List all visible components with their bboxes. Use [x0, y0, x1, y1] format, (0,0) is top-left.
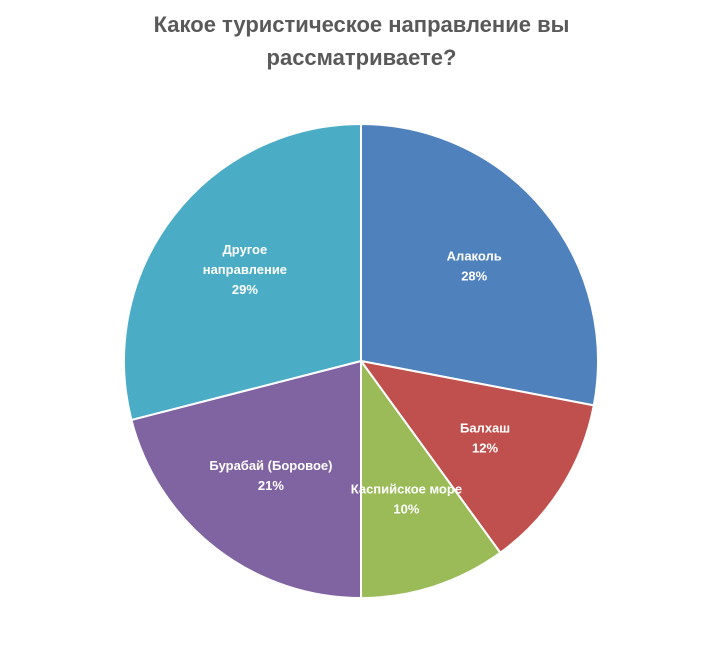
pie-slice-label-3: Бурабай (Боровое) 21% [209, 459, 332, 494]
pie-slice-value-2: 10% [393, 502, 419, 517]
pie-slice-3 [130, 360, 362, 599]
pie-slice-name-3-0: Бурабай (Боровое) [209, 459, 332, 474]
pie-slice-label-4: Другое направление 29% [203, 242, 287, 297]
pie-slice-2 [360, 360, 502, 599]
pie-slice-1 [360, 360, 595, 554]
pie-slice-value-0: 28% [461, 269, 487, 284]
pie-slice-value-3: 21% [258, 479, 284, 494]
chart-title-line-1: Какое туристическое направление вы [153, 12, 570, 37]
pie-slice-name-0-0: Алаколь [447, 249, 502, 264]
pie-slice-label-0: Алаколь 28% [447, 249, 502, 284]
pie-slices [123, 123, 599, 599]
pie-slice-value-1: 12% [472, 441, 498, 456]
pie-slice-0 [360, 123, 599, 407]
chart-title-line-2: рассматриваете? [266, 45, 457, 70]
pie-slice-name-4-1: направление [203, 262, 287, 277]
pie-slice-4 [123, 123, 362, 421]
pie-labels: Алаколь 28% Балхаш 12% Каспийское море 10% Бур… [203, 242, 510, 517]
chart-title: Какое туристическое направление вы рассм… [0, 8, 723, 74]
pie-slice-value-4: 29% [232, 282, 258, 297]
pie-slice-name-2-0: Каспийское море [351, 482, 462, 497]
pie-slice-label-1: Балхаш 12% [460, 421, 510, 456]
pie-slice-name-1-0: Балхаш [460, 421, 510, 436]
pie-slice-name-4-0: Другое [223, 242, 268, 257]
pie-slice-label-2: Каспийское море 10% [351, 482, 462, 517]
